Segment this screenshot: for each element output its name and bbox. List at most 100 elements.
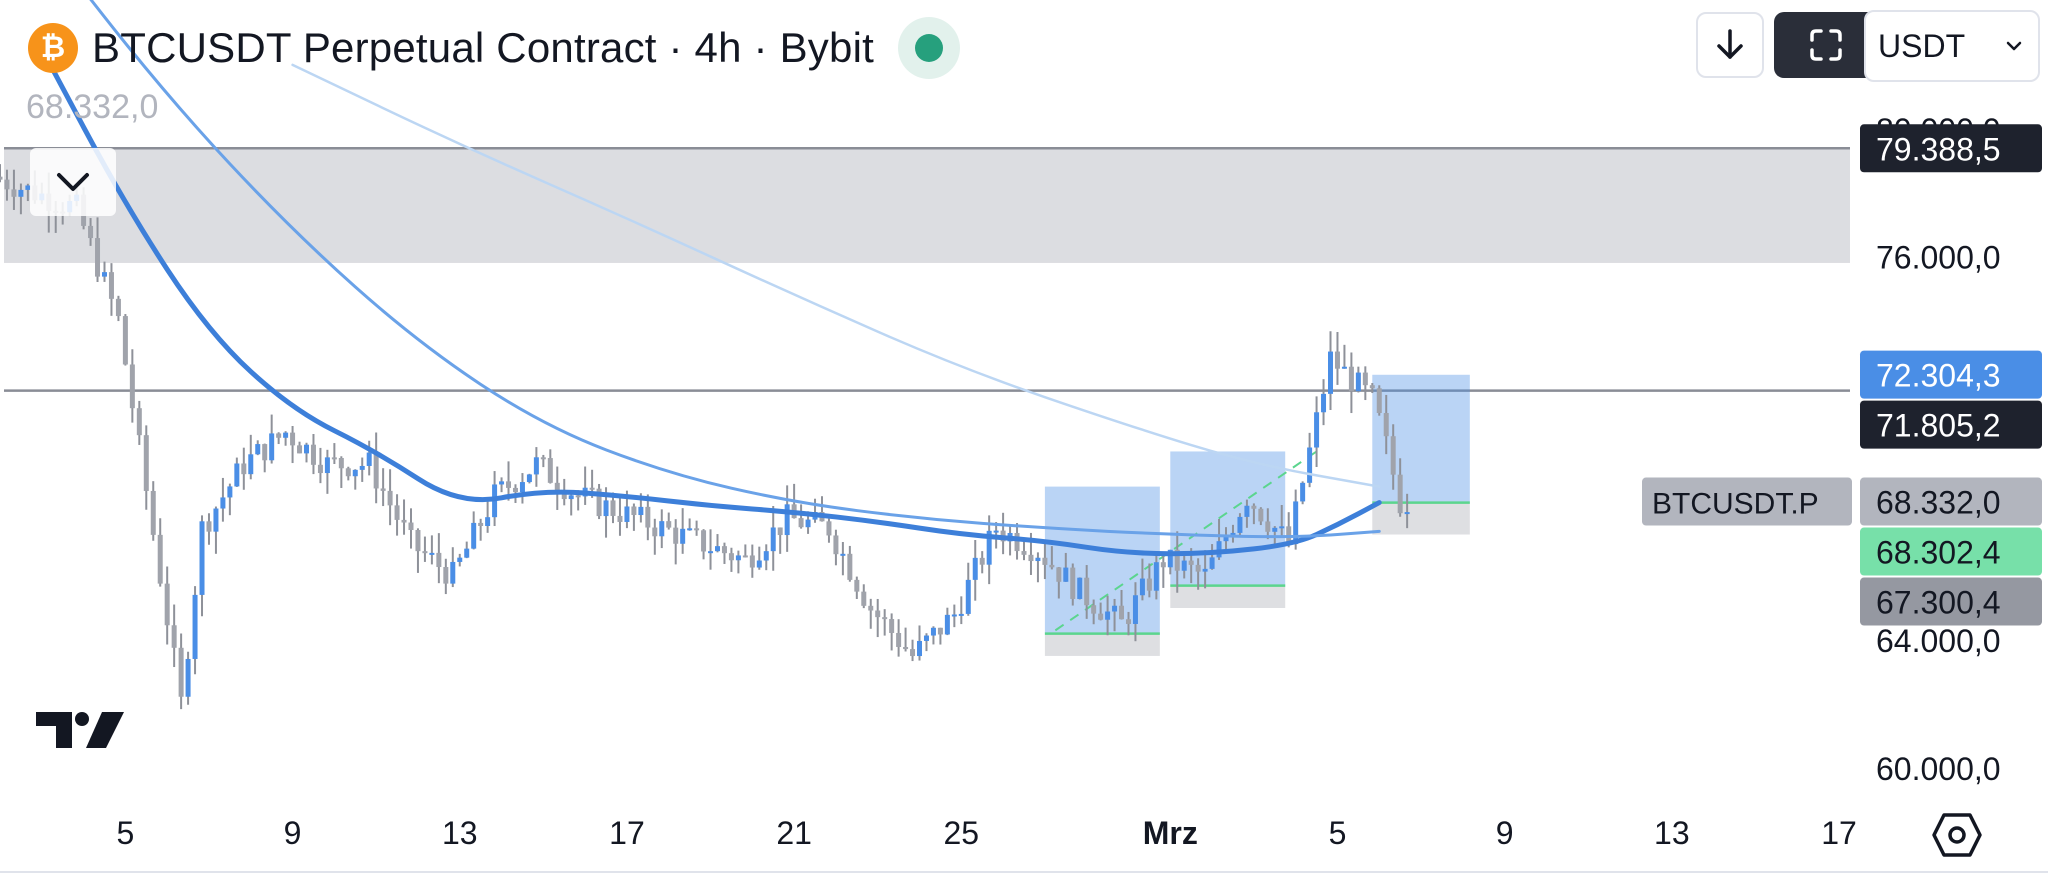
candle-down xyxy=(129,364,135,409)
price-axis-label: 71.805,2 xyxy=(1876,408,2001,444)
candle-down xyxy=(1042,557,1048,565)
chart-settings-icon[interactable] xyxy=(1932,812,1982,858)
candle-down xyxy=(1021,551,1027,555)
candle-down xyxy=(631,506,637,516)
candle-up xyxy=(213,508,219,532)
candle-up xyxy=(784,504,790,536)
price-axis-label: 79.388,5 xyxy=(1876,131,2001,167)
candle-up xyxy=(192,594,198,659)
candle-up xyxy=(805,519,811,528)
price-axis-label-bg xyxy=(1860,527,2042,576)
candle-down xyxy=(512,487,518,493)
symbol-title[interactable]: BTCUSDT Perpetual Contract · 4h · Bybit xyxy=(92,24,874,71)
candle-down xyxy=(1049,564,1055,568)
moving-average-line-1 xyxy=(39,46,1382,557)
candle-down xyxy=(276,433,282,438)
fullscreen-button[interactable] xyxy=(1774,12,1878,78)
candle-up xyxy=(248,454,254,475)
candle-up xyxy=(1139,578,1145,596)
candle-up xyxy=(638,506,644,516)
candle-up xyxy=(519,482,525,493)
long-position-stop-zone xyxy=(1372,502,1470,535)
download-button[interactable] xyxy=(1696,12,1764,78)
candle-up xyxy=(624,506,630,522)
candle-up xyxy=(485,517,491,526)
candle-up xyxy=(255,444,261,455)
candle-down xyxy=(443,567,449,584)
candle-down xyxy=(547,458,553,483)
candle-up xyxy=(227,486,233,498)
candle-down xyxy=(157,534,163,584)
candle-down xyxy=(889,619,895,633)
candle-down xyxy=(387,490,393,506)
candle-down xyxy=(1070,567,1076,599)
candle-down xyxy=(206,521,212,532)
candle-down xyxy=(1265,521,1271,532)
candle-up xyxy=(1132,595,1138,624)
candle-up xyxy=(1237,516,1243,533)
candle-up xyxy=(763,551,769,561)
candle-down xyxy=(88,225,94,239)
candle-up xyxy=(917,640,923,657)
candle-down xyxy=(854,579,860,592)
candle-down xyxy=(1390,436,1396,475)
candle-down xyxy=(150,490,156,535)
candle-down xyxy=(178,647,184,697)
candle-down xyxy=(673,527,679,544)
candle-down xyxy=(11,189,17,197)
long-position-target-zone xyxy=(1044,486,1160,634)
candle-down xyxy=(617,515,623,522)
candle-down xyxy=(1119,605,1125,620)
price-axis-label-bg xyxy=(1860,400,2042,449)
long-position-stop-zone xyxy=(1044,633,1160,656)
candle-down xyxy=(875,610,881,618)
candle-up xyxy=(457,557,463,562)
candle-up xyxy=(1307,447,1313,483)
candle-down xyxy=(742,555,748,558)
candle-up xyxy=(18,189,24,197)
tradingview-logo-icon[interactable] xyxy=(36,708,126,752)
market-status-icon[interactable] xyxy=(897,17,960,79)
candle-down xyxy=(262,444,268,461)
candle-up xyxy=(1202,568,1208,572)
candle-down xyxy=(478,522,484,526)
chart-header: ₿ BTCUSDT Perpetual Contract · 4h · Bybi… xyxy=(28,17,960,79)
candle-down xyxy=(401,519,407,523)
candle-down xyxy=(436,552,442,568)
candle-up xyxy=(986,530,992,565)
candle-down xyxy=(380,488,386,491)
candle-up xyxy=(1328,351,1334,394)
candle-down xyxy=(408,522,414,531)
candle-up xyxy=(1272,527,1278,532)
candle-up xyxy=(951,614,957,617)
candle-down xyxy=(575,495,581,498)
candle-up xyxy=(680,528,686,544)
candle-down xyxy=(694,528,700,531)
symbol-tag-bg xyxy=(1642,477,1852,526)
candle-up xyxy=(1035,557,1041,562)
candle-down xyxy=(1188,560,1194,565)
candle-down xyxy=(1056,567,1062,582)
candle-down xyxy=(701,530,707,552)
currency-select[interactable]: USDT xyxy=(1864,10,2040,82)
chevron-down-icon xyxy=(2006,41,2022,51)
candle-down xyxy=(394,505,400,520)
candle-up xyxy=(1181,560,1187,571)
candle-down xyxy=(1397,474,1403,514)
candle-up xyxy=(1063,567,1069,582)
candle-down xyxy=(1160,562,1166,568)
candle-down xyxy=(415,530,421,552)
candle-up xyxy=(1216,541,1222,558)
candle-up xyxy=(568,495,574,500)
price-axis-label: 68.302,4 xyxy=(1876,535,2001,571)
candle-down xyxy=(122,316,128,365)
x-axis-tick-label: 9 xyxy=(1496,815,1514,851)
x-axis-tick-label: 13 xyxy=(1654,815,1690,851)
candle-down xyxy=(1125,619,1131,624)
candle-down xyxy=(596,488,602,517)
candle-up xyxy=(366,452,372,466)
candle-down xyxy=(136,408,142,436)
candle-down xyxy=(164,583,170,626)
collapse-legend-button[interactable] xyxy=(30,148,116,216)
